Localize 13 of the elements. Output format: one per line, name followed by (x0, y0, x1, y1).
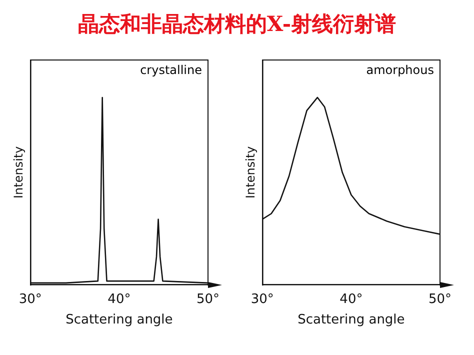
x-tick-label: 30° (18, 292, 42, 307)
chart-title: 晶态和非晶态材料的X-射线衍射谱 (76, 10, 398, 38)
x-tick-label: 50° (196, 292, 220, 307)
x-axis-title: Scattering angle (66, 312, 173, 328)
text: amorphous (366, 63, 434, 78)
x-tick-label: 40° (340, 292, 363, 307)
x-axis-title: Scattering angle (298, 312, 405, 328)
x-tick-label: 50° (428, 292, 452, 307)
y-axis-title: Intensity (11, 146, 26, 199)
text: crystalline (140, 63, 202, 78)
x-tick-label: 40° (108, 292, 131, 307)
y-axis-title: Intensity (243, 146, 258, 199)
x-tick-label: 30° (250, 292, 274, 307)
